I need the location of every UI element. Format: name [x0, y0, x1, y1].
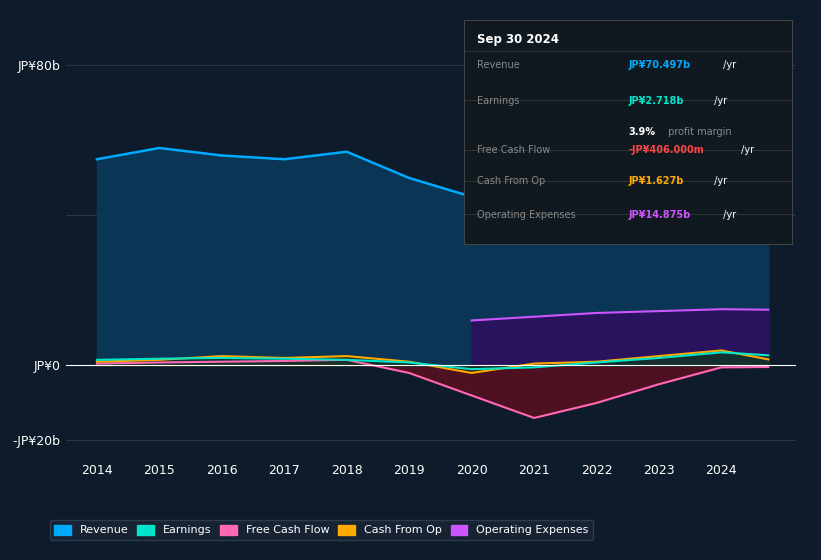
- Text: Earnings: Earnings: [477, 96, 520, 106]
- Text: /yr: /yr: [720, 60, 736, 70]
- Text: /yr: /yr: [738, 145, 754, 155]
- Text: /yr: /yr: [711, 96, 727, 106]
- Text: Sep 30 2024: Sep 30 2024: [477, 33, 559, 46]
- Legend: Revenue, Earnings, Free Cash Flow, Cash From Op, Operating Expenses: Revenue, Earnings, Free Cash Flow, Cash …: [50, 520, 593, 540]
- Text: Operating Expenses: Operating Expenses: [477, 210, 576, 220]
- Text: JP¥2.718b: JP¥2.718b: [628, 96, 684, 106]
- Text: -JP¥406.000m: -JP¥406.000m: [628, 145, 704, 155]
- Text: JP¥70.497b: JP¥70.497b: [628, 60, 690, 70]
- Text: /yr: /yr: [711, 176, 727, 186]
- Text: Free Cash Flow: Free Cash Flow: [477, 145, 550, 155]
- Text: 3.9%: 3.9%: [628, 127, 655, 137]
- Text: JP¥14.875b: JP¥14.875b: [628, 210, 690, 220]
- Text: profit margin: profit margin: [665, 127, 732, 137]
- Text: Revenue: Revenue: [477, 60, 520, 70]
- Text: JP¥1.627b: JP¥1.627b: [628, 176, 683, 186]
- Text: Cash From Op: Cash From Op: [477, 176, 545, 186]
- Text: /yr: /yr: [720, 210, 736, 220]
